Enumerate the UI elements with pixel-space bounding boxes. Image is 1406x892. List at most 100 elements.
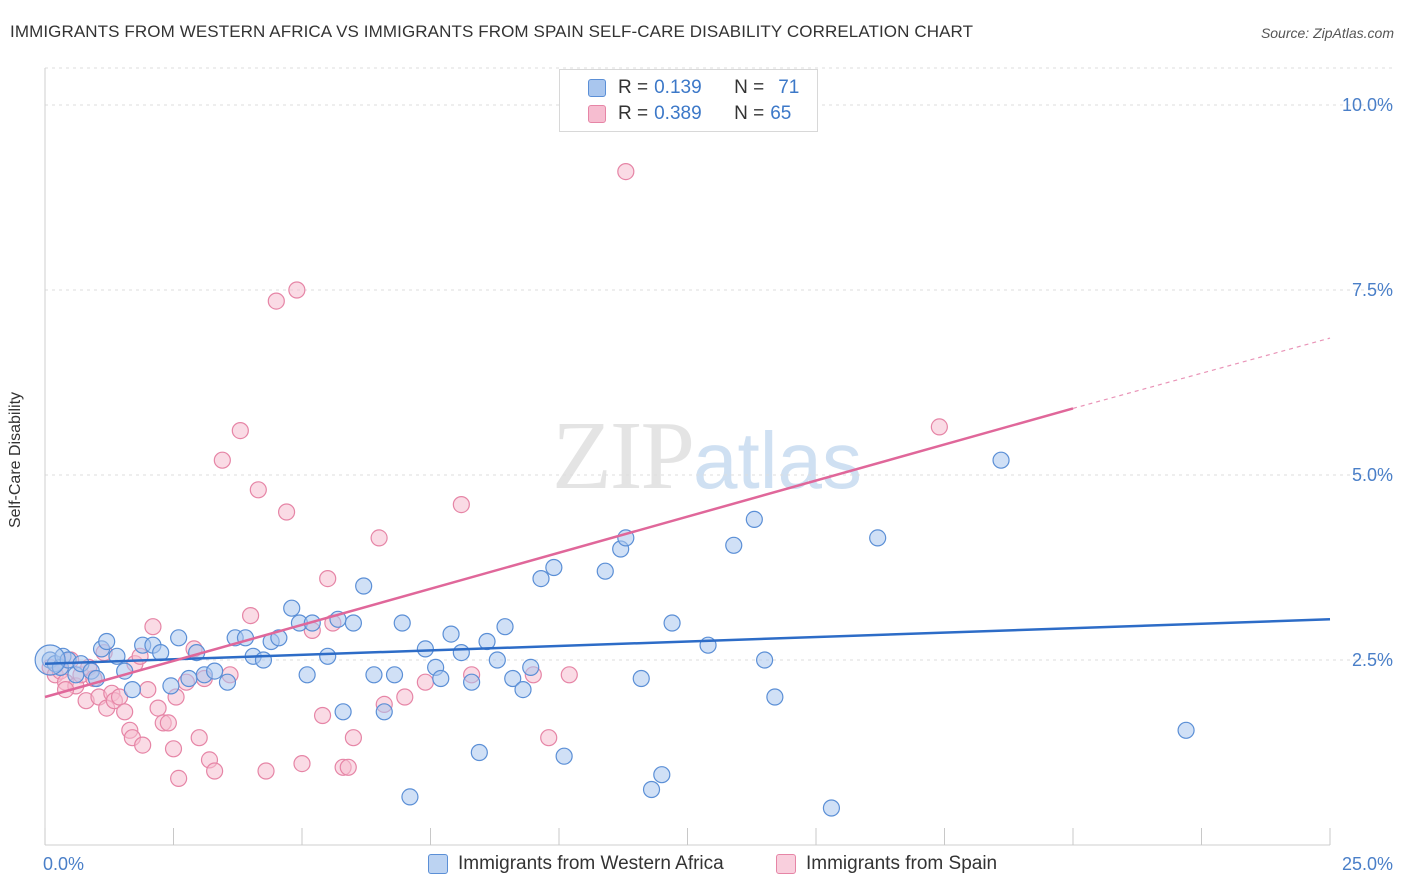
data-point: [632, 669, 650, 688]
series-name: Immigrants from Spain: [806, 853, 998, 874]
series-swatch-blue: [428, 854, 448, 874]
chart-title: IMMIGRANTS FROM WESTERN AFRICA VS IMMIGR…: [10, 22, 974, 41]
data-point: [365, 666, 383, 684]
watermark: ZIPatlas: [552, 400, 862, 512]
data-point: [560, 666, 578, 684]
x-tick-label: 0.0%: [43, 854, 84, 874]
data-point: [293, 754, 311, 773]
legend-n-label: N =: [734, 103, 765, 124]
legend-row-spain: R = 0.389 N = 65: [588, 102, 791, 126]
data-point: [488, 651, 506, 669]
data-point: [930, 418, 948, 436]
data-point: [313, 706, 332, 725]
series-legend-western-africa: Immigrants from Western Africa: [428, 851, 724, 877]
data-point: [298, 666, 316, 684]
data-point: [496, 618, 514, 636]
data-point: [170, 769, 188, 788]
data-point: [653, 766, 671, 784]
data-point: [1177, 721, 1195, 739]
data-point: [385, 666, 404, 684]
data-point: [416, 673, 434, 691]
data-point: [254, 651, 273, 669]
data-point: [555, 747, 573, 765]
data-point: [162, 677, 180, 695]
data-point: [277, 503, 296, 521]
y-tick-label: 2.5%: [1352, 650, 1393, 670]
data-point: [355, 577, 373, 595]
data-point: [344, 729, 362, 747]
y-tick-label: 7.5%: [1352, 280, 1393, 300]
data-point: [463, 673, 481, 691]
watermark-zip: ZIP: [552, 402, 695, 510]
legend-n-label: N =: [734, 77, 765, 98]
trend-line-western-africa: [44, 618, 1331, 665]
legend-r-value: 0.389: [654, 103, 702, 124]
data-point: [170, 629, 188, 647]
legend-n-value: 65: [770, 103, 792, 124]
data-point: [642, 780, 661, 799]
data-point-cluster: [34, 644, 66, 676]
data-point: [283, 599, 301, 617]
data-point: [663, 614, 681, 632]
data-point: [116, 703, 134, 721]
data-point: [319, 569, 337, 588]
data-point: [452, 643, 470, 662]
data-point: [766, 688, 784, 706]
data-point: [992, 451, 1010, 469]
data-point: [257, 762, 275, 780]
data-point: [270, 629, 288, 647]
legend-r-label: R =: [618, 103, 649, 124]
correlation-legend: R = 0.139 N = 71 R = 0.389 N = 65: [559, 69, 818, 132]
data-point: [514, 680, 532, 699]
data-point: [755, 651, 774, 669]
data-point: [522, 658, 540, 677]
data-point: [249, 481, 267, 499]
data-point: [545, 558, 563, 577]
data-point: [134, 736, 152, 754]
trend-line-spain-extension: [1072, 337, 1331, 409]
data-point: [442, 625, 460, 643]
data-point: [149, 699, 167, 717]
data-point: [339, 758, 357, 776]
chart-source: Source: ZipAtlas.com: [1260, 25, 1394, 41]
data-point: [123, 680, 141, 699]
series-name: Immigrants from Western Africa: [458, 853, 724, 874]
data-point: [242, 606, 260, 625]
data-point: [596, 562, 614, 580]
data-point: [206, 662, 224, 680]
data-point: [540, 729, 558, 747]
legend-swatch-blue: [588, 79, 606, 97]
series-swatch-pink: [776, 854, 796, 874]
data-point: [334, 703, 352, 721]
data-point: [159, 714, 177, 732]
data-point: [822, 799, 841, 817]
y-tick-label: 10.0%: [1342, 95, 1393, 115]
data-point: [139, 680, 157, 699]
data-point: [532, 569, 550, 588]
data-point: [231, 422, 249, 440]
data-point: [180, 669, 198, 688]
data-point: [288, 281, 306, 299]
data-point: [432, 669, 450, 688]
data-point: [218, 673, 237, 691]
legend-swatch-pink: [588, 105, 606, 123]
data-point: [617, 163, 635, 181]
data-point: [470, 743, 488, 762]
data-point: [213, 451, 231, 469]
data-point: [144, 618, 162, 636]
data-point: [206, 762, 224, 780]
data-point: [164, 740, 183, 758]
legend-r-label: R =: [618, 77, 649, 98]
data-point: [98, 632, 116, 651]
data-point: [344, 614, 362, 632]
data-point: [504, 669, 522, 688]
data-point: [745, 510, 763, 529]
data-point: [267, 292, 285, 310]
series-legend-spain: Immigrants from Spain: [776, 851, 997, 877]
data-point: [375, 703, 393, 721]
data-point: [869, 529, 887, 547]
data-point: [401, 788, 419, 806]
data-point: [452, 496, 470, 514]
data-point: [416, 640, 434, 658]
